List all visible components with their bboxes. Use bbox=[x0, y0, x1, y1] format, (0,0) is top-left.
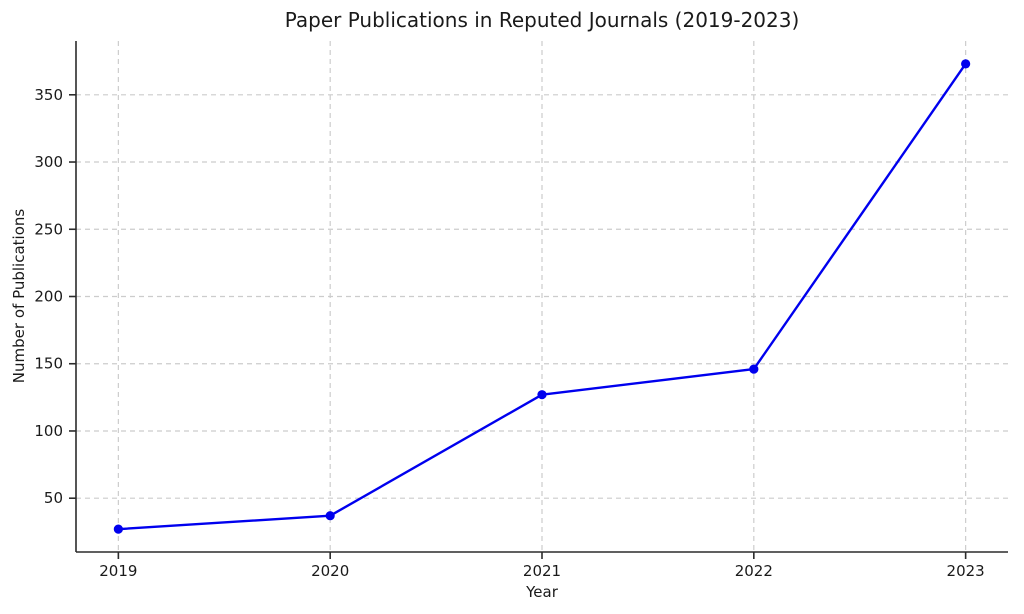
y-tick-label: 250 bbox=[34, 220, 63, 238]
x-tick-label: 2020 bbox=[311, 562, 349, 580]
x-tick-label: 2022 bbox=[735, 562, 773, 580]
x-tick-label: 2019 bbox=[99, 562, 137, 580]
y-tick-label: 350 bbox=[34, 86, 63, 104]
y-axis-label: Number of Publications bbox=[10, 209, 28, 384]
y-tick-label: 150 bbox=[34, 355, 63, 373]
x-tick-labels: 2019 2020 2021 2022 2023 bbox=[99, 562, 984, 580]
x-axis-label: Year bbox=[525, 583, 559, 601]
y-tick-label: 100 bbox=[34, 422, 63, 440]
y-tick-labels: 50 100 150 200 250 300 350 bbox=[34, 86, 63, 507]
y-tick-label: 200 bbox=[34, 288, 63, 306]
x-tick-label: 2023 bbox=[947, 562, 985, 580]
tick-marks bbox=[69, 93, 967, 559]
data-point-marker bbox=[961, 59, 971, 69]
data-point-marker bbox=[749, 364, 759, 374]
data-point-marker bbox=[113, 524, 123, 534]
y-tick-label: 50 bbox=[44, 489, 63, 507]
gridlines bbox=[76, 41, 1008, 552]
data-point-marker bbox=[537, 390, 547, 400]
data-point-marker bbox=[325, 511, 335, 521]
chart-title: Paper Publications in Reputed Journals (… bbox=[285, 8, 800, 32]
x-tick-label: 2021 bbox=[523, 562, 561, 580]
y-tick-label: 300 bbox=[34, 153, 63, 171]
data-series bbox=[113, 59, 971, 534]
